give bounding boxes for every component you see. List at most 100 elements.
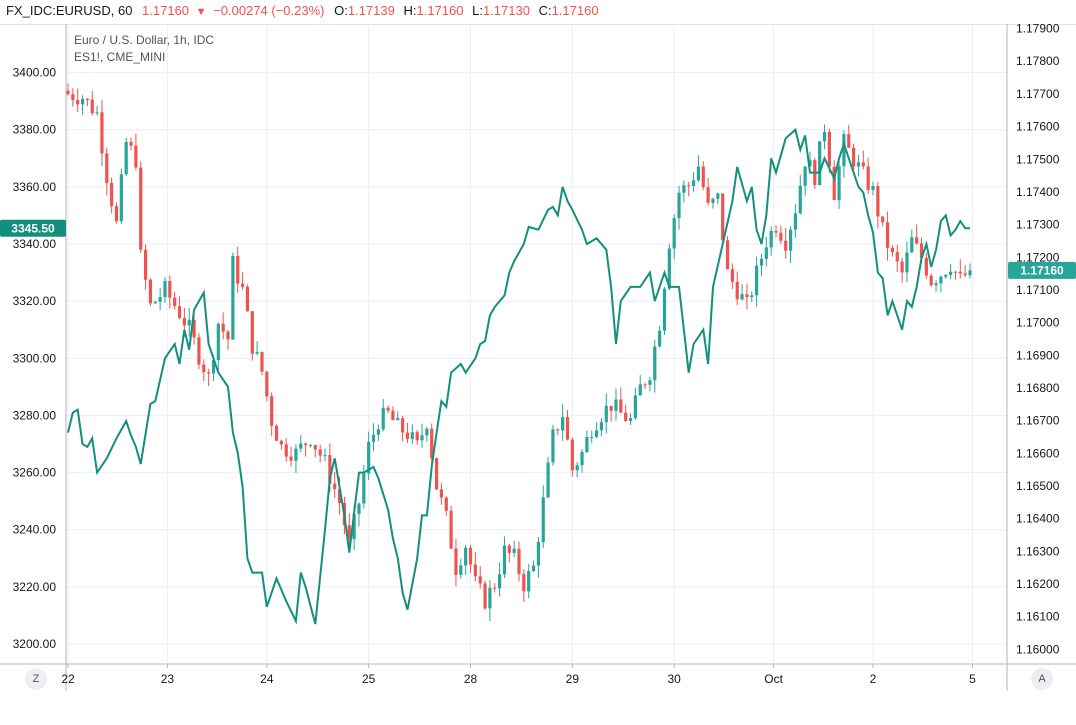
- candle-body: [638, 384, 642, 396]
- candle: [934, 279, 938, 292]
- candle: [250, 310, 254, 361]
- candle: [570, 437, 574, 477]
- candle: [478, 565, 482, 589]
- candle: [124, 137, 128, 177]
- candle: [187, 307, 191, 337]
- candle-body: [779, 232, 783, 241]
- candle: [953, 270, 958, 280]
- candle-body: [100, 112, 104, 154]
- candle-body: [158, 297, 162, 302]
- candle: [885, 211, 890, 261]
- candle: [76, 88, 80, 113]
- candle: [556, 428, 560, 436]
- candle-body: [333, 483, 337, 490]
- candle-body: [279, 440, 283, 445]
- candle-body: [410, 432, 414, 439]
- candle-body: [774, 230, 778, 233]
- candle: [357, 502, 361, 527]
- candle: [871, 181, 875, 196]
- candle-body: [643, 384, 647, 386]
- candle-body: [658, 330, 662, 347]
- candle-body: [231, 256, 235, 340]
- candle: [207, 368, 211, 386]
- candle-body: [163, 281, 167, 298]
- candle: [308, 444, 313, 448]
- candle: [876, 182, 880, 229]
- auto-scale-right-button[interactable]: A: [1031, 668, 1053, 690]
- candle: [110, 177, 114, 214]
- candle: [759, 253, 764, 276]
- candle-body: [963, 273, 967, 276]
- right-tick-label: 1.16500: [1016, 479, 1060, 493]
- left-tick-label: 3300.00: [13, 351, 57, 365]
- candle-body: [687, 185, 691, 187]
- candle-body: [415, 432, 419, 441]
- candle: [66, 83, 70, 96]
- candle-body: [304, 443, 308, 446]
- candle-body: [211, 360, 216, 374]
- candle: [803, 166, 807, 196]
- candle-body: [944, 275, 948, 277]
- candle-body: [459, 565, 463, 575]
- candle-body: [105, 153, 109, 184]
- candle: [716, 192, 720, 205]
- candle: [245, 284, 250, 312]
- candle-body: [730, 269, 734, 282]
- candle-body: [129, 141, 133, 146]
- candle-body: [565, 417, 570, 440]
- candle: [691, 172, 696, 192]
- candle-body: [662, 288, 667, 331]
- candle: [949, 264, 953, 280]
- candle: [439, 483, 444, 505]
- candle-body: [856, 162, 861, 167]
- candle: [323, 448, 327, 462]
- candle: [711, 197, 715, 209]
- right-tick-label: 1.17600: [1016, 120, 1060, 134]
- candle: [784, 228, 788, 259]
- candle-body: [182, 317, 186, 326]
- candle: [852, 143, 856, 174]
- candle-body: [910, 237, 914, 253]
- candle-body: [793, 213, 798, 230]
- candle-body: [90, 99, 94, 114]
- low-label: L:: [472, 3, 483, 18]
- candle: [793, 203, 798, 238]
- candle: [95, 105, 99, 116]
- symbol-label[interactable]: FX_IDC:EURUSD, 60: [6, 3, 133, 18]
- candle: [473, 552, 477, 582]
- candle-body: [347, 525, 351, 540]
- left-tick-label: 3260.00: [13, 466, 57, 480]
- candle: [827, 128, 831, 173]
- candle: [483, 580, 487, 611]
- left-current-price-tag: 3345.50: [0, 219, 66, 237]
- candle: [522, 569, 526, 603]
- candle-body: [822, 131, 827, 142]
- time-tick-label: 23: [161, 672, 175, 686]
- candle-body: [202, 364, 206, 373]
- main-series-title[interactable]: Euro / U.S. Dollar, 1h, IDC: [74, 33, 215, 47]
- candle: [929, 273, 933, 288]
- candle-body: [939, 276, 943, 284]
- candle: [405, 422, 410, 443]
- time-tick-label: 28: [464, 672, 478, 686]
- auto-scale-left-button[interactable]: Z: [25, 668, 47, 690]
- candle: [333, 471, 337, 499]
- candle: [590, 430, 594, 444]
- candle-body: [493, 587, 497, 589]
- candle-body: [570, 439, 574, 471]
- candle: [677, 185, 681, 230]
- candle: [80, 95, 85, 115]
- compare-series-title[interactable]: ES1!, CME_MINI: [74, 50, 166, 64]
- candle: [546, 456, 550, 499]
- candle-body: [173, 297, 177, 307]
- candle-body: [546, 462, 550, 498]
- time-tick-label: 24: [260, 672, 274, 686]
- candle: [454, 539, 458, 587]
- candle: [493, 583, 497, 593]
- candle-body: [798, 185, 802, 214]
- candle: [420, 423, 424, 448]
- candle: [502, 536, 507, 578]
- candle: [672, 214, 676, 260]
- candle: [313, 444, 317, 458]
